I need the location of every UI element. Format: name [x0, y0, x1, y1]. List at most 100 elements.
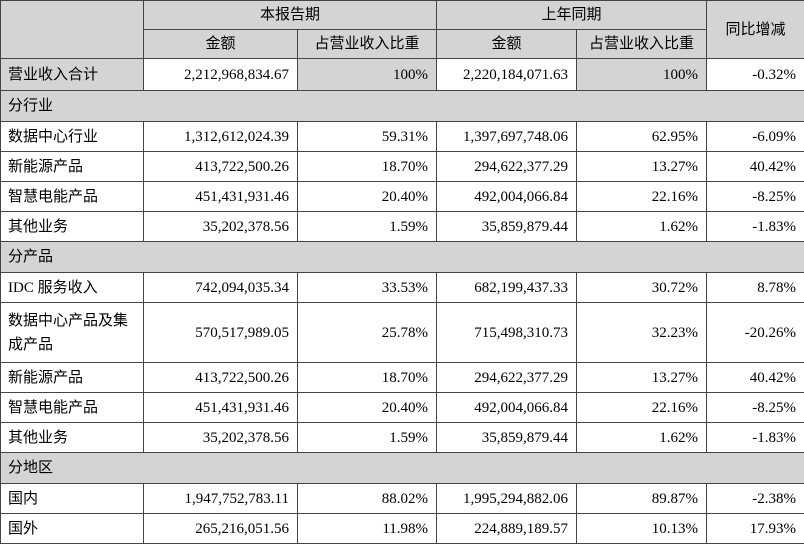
col-header-prior-pct: 占营业收入比重	[577, 30, 707, 59]
prior-pct-cell: 13.27%	[577, 363, 707, 393]
current-amount-cell: 451,431,931.46	[144, 393, 298, 423]
prior-amount-cell: 35,859,879.44	[437, 423, 577, 453]
prior-pct-cell: 1.62%	[577, 212, 707, 242]
yoy-change-cell: 40.42%	[707, 152, 804, 182]
row-label-cell: 新能源产品	[1, 152, 144, 182]
row-label-cell: 智慧电能产品	[1, 182, 144, 212]
prior-amount-cell: 715,498,310.73	[437, 303, 577, 363]
prior-amount-cell: 294,622,377.29	[437, 363, 577, 393]
col-header-current-pct: 占营业收入比重	[298, 30, 437, 59]
row-label-cell: 数据中心产品及集成产品	[1, 303, 144, 363]
current-pct-cell: 11.98%	[298, 514, 437, 544]
yoy-change-cell: -1.83%	[707, 423, 804, 453]
row-label-cell: 营业收入合计	[1, 59, 144, 91]
prior-amount-cell: 2,220,184,071.63	[437, 59, 577, 91]
prior-amount-cell: 492,004,066.84	[437, 182, 577, 212]
row-label-cell: IDC 服务收入	[1, 273, 144, 303]
col-header-prior-amount: 金额	[437, 30, 577, 59]
current-amount-cell: 742,094,035.34	[144, 273, 298, 303]
row-label-cell: 其他业务	[1, 212, 144, 242]
section-label: 分行业	[1, 91, 804, 122]
prior-pct-cell: 100%	[577, 59, 707, 91]
col-header-prior-period: 上年同期	[437, 1, 707, 30]
row-label-cell: 新能源产品	[1, 363, 144, 393]
current-amount-cell: 2,212,968,834.67	[144, 59, 298, 91]
section-row: 分产品	[1, 242, 804, 273]
current-pct-cell: 100%	[298, 59, 437, 91]
section-label: 分产品	[1, 242, 804, 273]
yoy-change-cell: 17.93%	[707, 514, 804, 544]
prior-amount-cell: 1,397,697,748.06	[437, 122, 577, 152]
current-amount-cell: 451,431,931.46	[144, 182, 298, 212]
header-row-periods: 本报告期 上年同期 同比增减	[1, 1, 804, 30]
prior-pct-cell: 13.27%	[577, 152, 707, 182]
prior-amount-cell: 294,622,377.29	[437, 152, 577, 182]
prior-amount-cell: 1,995,294,882.06	[437, 484, 577, 514]
yoy-change-cell: -1.83%	[707, 212, 804, 242]
current-pct-cell: 20.40%	[298, 393, 437, 423]
col-header-current-amount: 金额	[144, 30, 298, 59]
prior-amount-cell: 224,889,189.57	[437, 514, 577, 544]
row-label-cell: 智慧电能产品	[1, 393, 144, 423]
row-label-cell: 数据中心行业	[1, 122, 144, 152]
prior-pct-cell: 30.72%	[577, 273, 707, 303]
current-pct-cell: 59.31%	[298, 122, 437, 152]
current-amount-cell: 35,202,378.56	[144, 423, 298, 453]
prior-pct-cell: 32.23%	[577, 303, 707, 363]
yoy-change-cell: 40.42%	[707, 363, 804, 393]
current-pct-cell: 1.59%	[298, 423, 437, 453]
prior-pct-cell: 10.13%	[577, 514, 707, 544]
section-row: 分行业	[1, 91, 804, 122]
prior-pct-cell: 22.16%	[577, 393, 707, 423]
current-pct-cell: 20.40%	[298, 182, 437, 212]
prior-pct-cell: 62.95%	[577, 122, 707, 152]
table-header: 本报告期 上年同期 同比增减 金额 占营业收入比重 金额 占营业收入比重	[1, 1, 804, 59]
yoy-change-cell: -20.26%	[707, 303, 804, 363]
prior-amount-cell: 492,004,066.84	[437, 393, 577, 423]
row-label-cell: 其他业务	[1, 423, 144, 453]
yoy-change-cell: -0.32%	[707, 59, 804, 91]
current-amount-cell: 570,517,989.05	[144, 303, 298, 363]
col-header-current-period: 本报告期	[144, 1, 437, 30]
section-row: 分地区	[1, 453, 804, 484]
current-amount-cell: 35,202,378.56	[144, 212, 298, 242]
prior-amount-cell: 35,859,879.44	[437, 212, 577, 242]
prior-pct-cell: 22.16%	[577, 182, 707, 212]
current-pct-cell: 33.53%	[298, 273, 437, 303]
corner-cell	[1, 1, 144, 59]
prior-pct-cell: 89.87%	[577, 484, 707, 514]
current-amount-cell: 1,312,612,024.39	[144, 122, 298, 152]
prior-pct-cell: 1.62%	[577, 423, 707, 453]
prior-amount-cell: 682,199,437.33	[437, 273, 577, 303]
yoy-change-cell: -8.25%	[707, 393, 804, 423]
section-label: 分地区	[1, 453, 804, 484]
current-pct-cell: 18.70%	[298, 152, 437, 182]
current-pct-cell: 1.59%	[298, 212, 437, 242]
row-label-cell: 国内	[1, 484, 144, 514]
current-amount-cell: 1,947,752,783.11	[144, 484, 298, 514]
current-pct-cell: 18.70%	[298, 363, 437, 393]
current-pct-cell: 25.78%	[298, 303, 437, 363]
yoy-change-cell: -6.09%	[707, 122, 804, 152]
current-amount-cell: 413,722,500.26	[144, 363, 298, 393]
yoy-change-cell: 8.78%	[707, 273, 804, 303]
current-pct-cell: 88.02%	[298, 484, 437, 514]
yoy-change-cell: -2.38%	[707, 484, 804, 514]
current-amount-cell: 413,722,500.26	[144, 152, 298, 182]
current-amount-cell: 265,216,051.56	[144, 514, 298, 544]
row-label-cell: 国外	[1, 514, 144, 544]
yoy-change-cell: -8.25%	[707, 182, 804, 212]
